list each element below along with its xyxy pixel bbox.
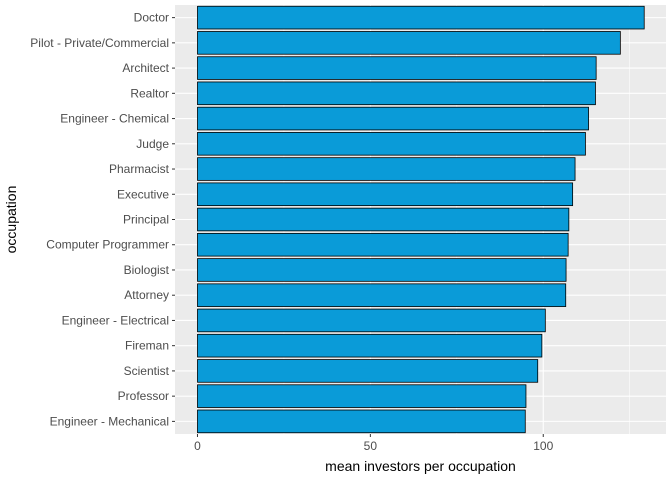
y-tick-label: Computer Programmer: [46, 238, 169, 252]
y-tick-label: Attorney: [124, 288, 169, 302]
bar: [197, 106, 589, 131]
bar: [197, 283, 567, 307]
y-tick-label: Pharmacist: [109, 162, 170, 176]
bar: [197, 157, 576, 181]
x-tick-label: 0: [194, 439, 201, 453]
bar: [197, 31, 621, 55]
bars: [197, 5, 645, 434]
x-tick-label: 50: [364, 439, 378, 453]
y-tick-label: Pilot - Private/Commercial: [30, 36, 169, 50]
bar: [197, 308, 546, 333]
y-tick-label: Biologist: [124, 263, 170, 277]
bar: [197, 409, 526, 434]
y-tick-label: Scientist: [124, 364, 170, 378]
x-axis: 0 50 100: [194, 434, 554, 453]
bar: [197, 56, 597, 80]
y-tick-label: Fireman: [125, 339, 169, 353]
bar: [197, 182, 574, 207]
y-tick-labels: Doctor Pilot - Private/Commercial Architec…: [30, 11, 175, 428]
y-tick-label: Judge: [136, 137, 169, 151]
y-tick-label: Executive: [117, 187, 169, 201]
bar: [197, 132, 586, 156]
bar: [197, 207, 570, 232]
y-tick-label: Doctor: [134, 11, 169, 25]
y-tick-label: Engineer - Mechanical: [50, 414, 169, 428]
x-axis-title: mean investors per occupation: [325, 458, 516, 474]
bar: [197, 232, 569, 257]
x-tick-label: 100: [533, 439, 553, 453]
bar: [197, 359, 539, 383]
y-tick-label: Principal: [123, 213, 169, 227]
bar: [197, 333, 543, 358]
bar: [197, 384, 527, 408]
bar: [197, 258, 567, 282]
y-tick-label: Architect: [122, 61, 169, 75]
y-tick-label: Engineer - Chemical: [60, 112, 169, 126]
y-tick-label: Engineer - Electrical: [62, 313, 169, 327]
y-tick-label: Realtor: [130, 86, 169, 100]
y-axis-title: occupation: [3, 186, 19, 254]
bar: [197, 81, 596, 106]
y-tick-label: Professor: [118, 389, 169, 403]
bar: [197, 5, 645, 30]
